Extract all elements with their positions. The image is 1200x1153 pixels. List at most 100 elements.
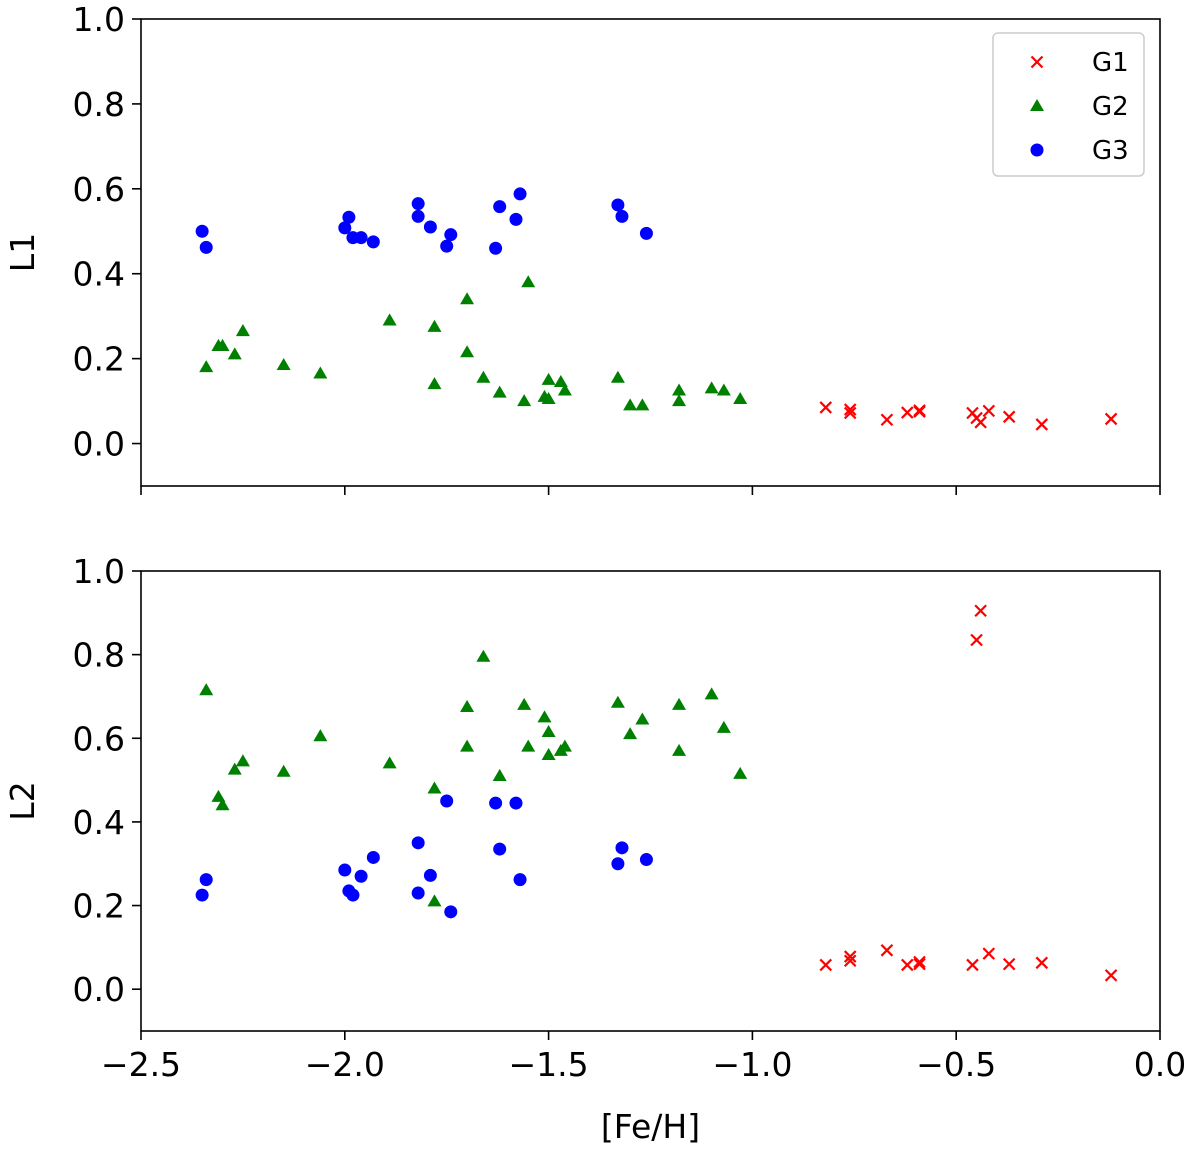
data-point-g1: [974, 416, 987, 429]
data-point-g2: [521, 739, 536, 752]
data-point-g3: [366, 850, 380, 864]
y-tick-label: 0.0: [73, 970, 125, 1009]
data-point-g1: [901, 406, 914, 419]
data-point-g3: [615, 209, 629, 223]
data-point-g2: [427, 781, 442, 794]
data-point-g3: [411, 886, 425, 900]
data-point-g2: [313, 729, 328, 742]
data-point-g3: [423, 868, 437, 882]
y-tick-label: 0.0: [73, 425, 125, 464]
data-point-g2: [541, 725, 556, 738]
data-point-g2: [215, 798, 230, 811]
data-point-g3: [611, 857, 625, 871]
data-point-g2: [541, 391, 556, 405]
data-point-g1: [843, 954, 857, 968]
data-point-g1: [1002, 957, 1016, 971]
plot-frame: [140, 18, 1161, 487]
y-tick-label: 0.8: [73, 85, 125, 124]
y-tick-label: 0.4: [73, 255, 125, 294]
data-point-g2: [517, 697, 532, 710]
data-point-g3: [411, 197, 425, 211]
data-point-g2: [672, 383, 687, 396]
data-point-g2: [427, 377, 442, 390]
bottom-panel-l2: −2.5 −2.0 −1.5 −1.0 −0.5 0.0 0.0 0.2 0.4 0.6 0.8 1.…: [3, 552, 1186, 1084]
data-point-g2: [382, 313, 397, 326]
data-point-g2: [227, 347, 242, 360]
series-g2: [199, 649, 748, 907]
data-point-g2: [460, 292, 475, 305]
data-point-g2: [235, 324, 250, 337]
data-point-g3: [366, 235, 380, 249]
top-panel-l1: 0.0 0.2 0.4 0.6 0.8 1.0 L1 G1 G2 G3: [3, 0, 1161, 495]
data-point-g1: [982, 947, 996, 960]
data-point-g1: [843, 406, 857, 420]
data-point-g1: [880, 413, 894, 427]
data-point-g1: [974, 604, 987, 618]
data-point-g3: [509, 796, 523, 810]
data-point-g2: [215, 338, 230, 351]
x-tick-label: −1.5: [509, 1045, 589, 1084]
data-point-g2: [541, 748, 556, 761]
data-point-g3: [199, 240, 213, 254]
data-point-g2: [704, 381, 719, 394]
data-point-g3: [611, 198, 625, 212]
data-point-g1: [913, 957, 926, 971]
data-point-g3: [338, 863, 352, 877]
data-point-g1: [843, 403, 857, 416]
data-point-g1: [901, 958, 914, 972]
data-point-g3: [489, 796, 503, 810]
data-point-g2: [716, 383, 731, 396]
legend-label-g1: G1: [1092, 48, 1129, 78]
data-point-g2: [610, 370, 625, 383]
data-point-g2: [382, 756, 397, 769]
data-point-g3: [440, 239, 454, 253]
data-point-g3: [444, 905, 458, 919]
series-g3: [195, 794, 653, 919]
data-point-g2: [733, 391, 748, 405]
data-point-g2: [635, 398, 650, 411]
data-point-g1: [982, 404, 996, 418]
data-point-g1: [843, 950, 857, 963]
x-tick-label: −2.0: [305, 1045, 385, 1084]
data-point-g3: [513, 873, 527, 887]
data-point-g2: [427, 319, 442, 332]
data-point-g2: [672, 697, 687, 710]
data-point-g1: [970, 633, 983, 647]
data-point-g3: [639, 853, 653, 867]
y-tick-label: 0.4: [73, 803, 125, 842]
x-tick-label: −0.5: [916, 1045, 996, 1084]
x-tick-label: 0.0: [1134, 1045, 1186, 1084]
data-point-g1: [913, 955, 926, 969]
data-point-g2: [537, 710, 552, 723]
data-point-g3: [411, 836, 425, 850]
x-tick-label: −2.5: [101, 1045, 181, 1084]
data-point-g3: [195, 224, 209, 238]
data-point-g2: [199, 683, 214, 696]
data-point-g1: [1035, 956, 1049, 970]
data-point-g3: [509, 212, 523, 226]
data-point-g3: [342, 210, 356, 224]
data-point-g1: [966, 958, 979, 972]
data-point-g3: [489, 241, 503, 255]
data-point-g1: [913, 405, 926, 418]
data-point-g3: [513, 187, 527, 201]
legend-label-g2: G2: [1092, 92, 1129, 122]
data-point-g2: [211, 789, 226, 802]
data-point-g2: [199, 360, 214, 373]
legend: G1 G2 G3: [992, 32, 1145, 177]
data-point-g2: [476, 649, 491, 662]
data-point-g2: [557, 739, 572, 752]
series-g3: [195, 187, 653, 255]
data-point-g3: [493, 842, 507, 856]
data-point-g3: [411, 209, 425, 223]
data-point-g2: [460, 739, 475, 752]
y-tick-label: 0.6: [73, 719, 125, 758]
series-g2: [199, 275, 748, 411]
data-point-g2: [227, 762, 242, 775]
data-point-g2: [716, 720, 731, 733]
data-point-g1: [1104, 969, 1118, 982]
legend-box: [992, 32, 1145, 177]
y-tick-label: 1.0: [73, 0, 125, 39]
data-point-g3: [423, 220, 437, 234]
